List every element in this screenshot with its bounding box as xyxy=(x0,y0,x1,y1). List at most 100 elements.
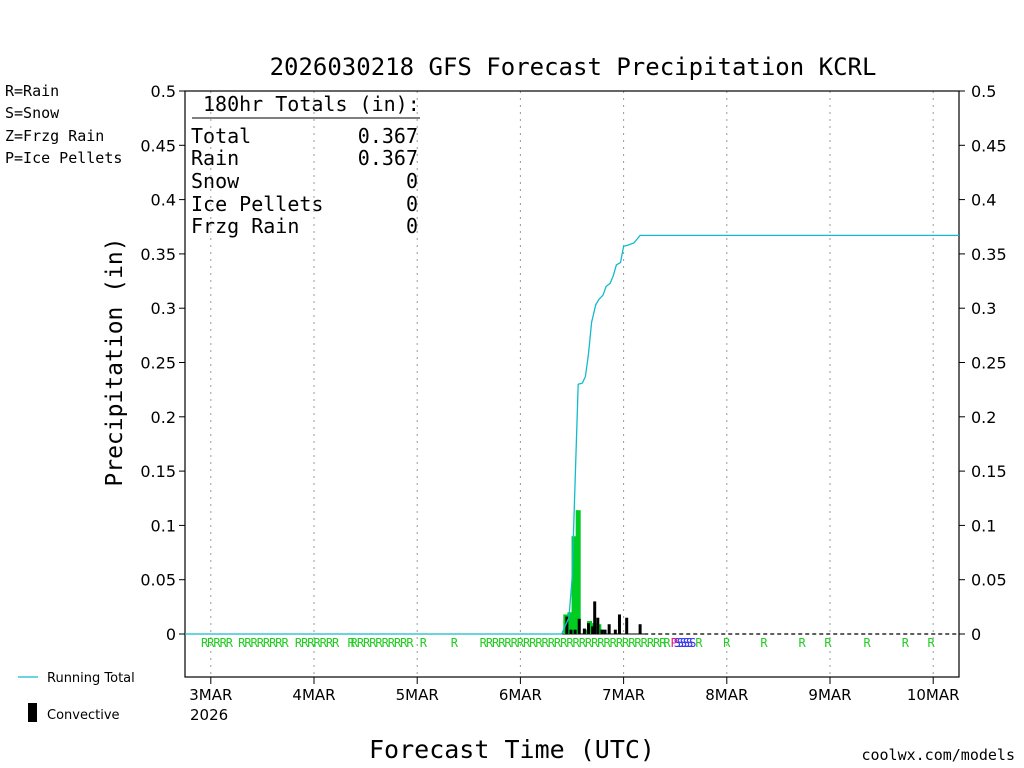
type-marker-rain: R xyxy=(281,636,289,650)
convective-bar xyxy=(573,629,577,634)
y-tick-label-left: 0 xyxy=(166,625,176,644)
type-marker-rain: R xyxy=(251,636,259,650)
convective-bar xyxy=(593,601,597,634)
type-marker-rain: R xyxy=(585,636,593,650)
type-marker-rain: R xyxy=(369,636,377,650)
source-credit: coolwx.com/models xyxy=(861,746,1015,764)
convective-bar xyxy=(607,624,611,634)
type-marker-rain: R xyxy=(363,636,371,650)
type-marker-rain: R xyxy=(628,636,636,650)
y-tick-label-right: 0.35 xyxy=(971,245,1007,264)
type-marker-snow: S xyxy=(680,636,687,650)
year-label: 2026 xyxy=(190,706,228,724)
type-marker-rain: R xyxy=(244,636,252,650)
totals-ice-pellets-label: Ice Pellets xyxy=(191,192,323,216)
type-marker-rain: R xyxy=(535,636,543,650)
x-tick-label-4mar: 4MAR xyxy=(292,686,335,704)
type-marker-rain: R xyxy=(566,636,574,650)
type-marker-rain: R xyxy=(201,636,209,650)
y-tick-label-left: 0.45 xyxy=(140,136,176,155)
type-marker-rain: R xyxy=(529,636,537,650)
type-marker-rain: R xyxy=(375,636,383,650)
type-marker-rain: R xyxy=(394,636,402,650)
type-marker-rain: R xyxy=(420,636,428,650)
x-axis-label: Forecast Time (UTC) xyxy=(369,735,655,764)
type-marker-rain: R xyxy=(492,636,500,650)
type-marker-snow: S xyxy=(677,636,684,650)
convective-bar xyxy=(625,617,629,634)
running-total-line xyxy=(185,234,959,635)
running-total-legend-label: Running Total xyxy=(47,671,135,686)
legend-rain: R=Rain xyxy=(5,82,59,100)
convective-legend-swatch xyxy=(28,703,37,722)
y-tick-label-left: 0.35 xyxy=(140,245,176,264)
type-marker-rain: R xyxy=(663,636,671,650)
y-tick-label-right: 0.3 xyxy=(971,299,996,318)
type-marker-rain: R xyxy=(634,636,642,650)
y-tick-label-left: 0.4 xyxy=(151,191,176,210)
type-marker-rain: R xyxy=(824,636,832,650)
type-marker-rain: R xyxy=(295,636,303,650)
type-marker-rain: R xyxy=(326,636,334,650)
type-marker-rain: R xyxy=(498,636,506,650)
convective-bar xyxy=(617,614,621,634)
type-marker-rain: R xyxy=(301,636,309,650)
type-marker-rain: R xyxy=(220,636,228,650)
totals-freezing-rain-label: Frzg Rain xyxy=(191,214,299,238)
convective-bar xyxy=(613,629,617,634)
type-marker-rain: R xyxy=(275,636,283,650)
totals-header: 180hr Totals (in): xyxy=(203,92,420,116)
type-marker-rain: R xyxy=(603,636,611,650)
x-tick-label-5mar: 5MAR xyxy=(396,686,439,704)
x-tick-label-3mar: 3MAR xyxy=(189,686,232,704)
type-marker-rain: R xyxy=(406,636,414,650)
y-tick-label-left: 0.3 xyxy=(151,299,176,318)
type-marker-rain: R xyxy=(263,636,271,650)
type-marker-rain: R xyxy=(723,636,731,650)
type-marker-rain: R xyxy=(616,636,624,650)
y-tick-label-right: 0.25 xyxy=(971,354,1007,373)
type-marker-snow: S xyxy=(686,636,693,650)
type-marker-rain: R xyxy=(573,636,581,650)
plot-area: 0 00.05 0.050.1 0.10.15 0.150.2 0.20.25 0.250.… xyxy=(140,82,1006,704)
legend-snow: S=Snow xyxy=(5,104,60,122)
totals-total-value: 0.367 xyxy=(358,124,418,148)
y-tick-label-left: 0.2 xyxy=(151,408,176,427)
type-marker-snow: S xyxy=(689,636,696,650)
totals-rain-value: 0.367 xyxy=(358,146,418,170)
type-marker-rain: R xyxy=(579,636,587,650)
convective-bar xyxy=(569,629,573,634)
type-marker-rain: R xyxy=(799,636,807,650)
y-tick-label-left: 0.5 xyxy=(151,82,176,101)
type-marker-rain: R xyxy=(480,636,488,650)
type-marker-rain: R xyxy=(560,636,568,650)
convective-bar xyxy=(587,623,591,634)
convective-bar xyxy=(591,626,595,634)
type-marker-rain: R xyxy=(548,636,556,650)
totals-total-label: Total xyxy=(191,124,251,148)
x-tick-label-9mar: 9MAR xyxy=(808,686,851,704)
type-marker-rain: R xyxy=(659,636,667,650)
type-marker-rain: R xyxy=(610,636,618,650)
convective-legend-label: Convective xyxy=(47,708,120,723)
type-marker-rain: R xyxy=(307,636,315,650)
convective-bar xyxy=(600,629,604,634)
totals-snow-value: 0 xyxy=(406,169,418,193)
precip-bar xyxy=(575,510,581,634)
type-marker-rain: R xyxy=(591,636,599,650)
type-marker-rain: R xyxy=(238,636,246,650)
y-tick-label-left: 0.05 xyxy=(140,571,176,590)
type-marker-rain: R xyxy=(523,636,531,650)
type-marker-snow: S xyxy=(674,636,681,650)
type-marker-rain: R xyxy=(382,636,390,650)
y-tick-label-left: 0.15 xyxy=(140,462,176,481)
type-marker-rain: R xyxy=(486,636,494,650)
convective-bar xyxy=(596,617,600,634)
legend-freezing-rain: Z=Frzg Rain xyxy=(5,127,104,145)
type-marker-rain: R xyxy=(313,636,321,650)
y-tick-label-right: 0 xyxy=(971,625,981,644)
y-tick-label-left: 0.25 xyxy=(140,354,176,373)
chart-title: 2026030218 GFS Forecast Precipitation KC… xyxy=(270,53,877,81)
type-marker-rain: R xyxy=(207,636,215,650)
type-marker-rain: R xyxy=(348,636,356,650)
